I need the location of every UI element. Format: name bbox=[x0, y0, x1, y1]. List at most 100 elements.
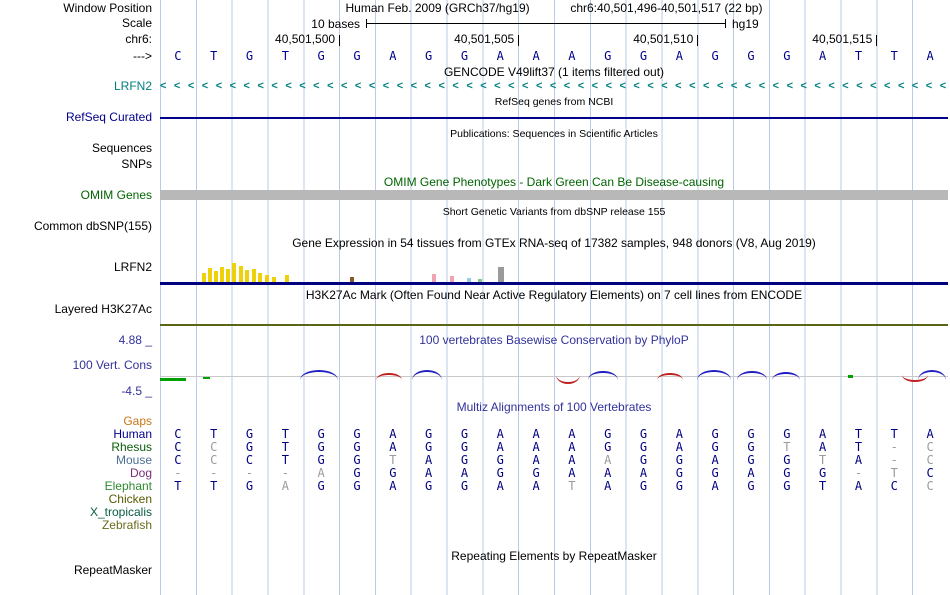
ruler-tick-label: 40,501,500 bbox=[275, 32, 336, 46]
gtex-expression-bar bbox=[226, 269, 230, 282]
gtex-expression-bar bbox=[350, 277, 354, 282]
gtex-gene-label: LRFN2 bbox=[113, 260, 152, 274]
gaps-label: Gaps bbox=[123, 414, 152, 428]
track-title-h3k27ac[interactable]: H3K27Ac Mark (Often Found Near Active Re… bbox=[305, 288, 803, 302]
sequence-base: C bbox=[174, 49, 182, 63]
phylop-mark bbox=[772, 372, 800, 380]
ruler-tick bbox=[518, 35, 520, 46]
phylop-mark bbox=[902, 375, 928, 382]
phylop-mark bbox=[697, 370, 731, 380]
gencode-gene-label: LRFN2 bbox=[113, 79, 152, 93]
sequence-base: A bbox=[568, 49, 576, 63]
sequence-base: A bbox=[532, 49, 540, 63]
sequence-base: T bbox=[890, 49, 898, 63]
sequence-base: A bbox=[496, 49, 504, 63]
phylop-mark bbox=[848, 375, 853, 378]
sequence-base: T bbox=[210, 49, 218, 63]
phylop-mark bbox=[300, 370, 338, 380]
align-species-label-chicken: Chicken bbox=[108, 492, 152, 506]
sequence-base: G bbox=[245, 49, 254, 63]
phylop-mark bbox=[737, 371, 767, 380]
phylop-mark bbox=[376, 373, 402, 380]
phylop-mark bbox=[203, 377, 210, 379]
gtex-expression-bar bbox=[258, 273, 262, 282]
ruler-tick-label: 40,501,505 bbox=[454, 32, 515, 46]
gtex-expression-bar bbox=[239, 266, 243, 282]
gencode-gene-arrows[interactable]: <<<<<<<<<<<<<<<<<<<<<<<<<<<<<<<<<<<<<<<<… bbox=[160, 80, 948, 92]
ruler-tick bbox=[697, 35, 699, 46]
cons-track-label: 100 Vert. Cons bbox=[72, 358, 152, 372]
track-title-repeatmasker[interactable]: Repeating Elements by RepeatMasker bbox=[451, 549, 657, 563]
h3k27ac-signal-line[interactable] bbox=[160, 324, 948, 326]
track-title-gtex[interactable]: Gene Expression in 54 tissues from GTEx … bbox=[292, 236, 816, 250]
align-species-label-zebrafish: Zebrafish bbox=[101, 518, 152, 532]
align-species-label-human: Human bbox=[113, 427, 152, 441]
scale-label: Scale bbox=[121, 16, 152, 30]
sequence-base: A bbox=[389, 49, 397, 63]
strand-label: ---> bbox=[133, 49, 152, 63]
ruler-tick-label: 40,501,510 bbox=[633, 32, 694, 46]
phylop-conservation-track[interactable] bbox=[160, 352, 948, 392]
sequence-base: G bbox=[639, 49, 648, 63]
cons-max-label: 4.88 _ bbox=[118, 333, 152, 347]
gtex-expression-bar bbox=[265, 275, 269, 282]
phylop-mark bbox=[556, 375, 580, 384]
omim-genes-label: OMIM Genes bbox=[80, 188, 152, 202]
track-title-gencode[interactable]: GENCODE V49lift37 (1 items filtered out) bbox=[443, 65, 665, 79]
sequence-base: G bbox=[711, 49, 719, 63]
align-species-label-rhesus: Rhesus bbox=[111, 440, 152, 454]
sequences-label: Sequences bbox=[91, 141, 152, 155]
gtex-expression-bar bbox=[285, 275, 289, 282]
gtex-expression-bar bbox=[498, 267, 504, 282]
track-title-multiz[interactable]: Multiz Alignments of 100 Vertebrates bbox=[456, 400, 652, 414]
track-title-omim[interactable]: OMIM Gene Phenotypes - Dark Green Can Be… bbox=[383, 175, 725, 189]
scale-genome-label: hg19 bbox=[732, 17, 759, 31]
position-ruler[interactable]: 40,501,500 40,501,505 40,501,510 40,501,515 bbox=[160, 33, 948, 47]
position-text: chr6:40,501,496-40,501,517 (22 bp) bbox=[570, 1, 763, 15]
gtex-expression-track[interactable] bbox=[160, 258, 948, 282]
gtex-expression-bar bbox=[467, 278, 471, 282]
phylop-mark bbox=[657, 373, 683, 380]
repeatmasker-label: RepeatMasker bbox=[73, 563, 152, 577]
gtex-expression-bar bbox=[232, 263, 236, 282]
cons-min-label: -4.5 _ bbox=[121, 384, 152, 398]
sequence-base: A bbox=[926, 49, 934, 63]
scale-track[interactable]: 10 bases hg19 bbox=[160, 17, 948, 31]
sequence-base: G bbox=[317, 49, 325, 63]
window-position-label: Window Position bbox=[63, 1, 152, 15]
sequence-base: A bbox=[819, 49, 827, 63]
sequence-base: G bbox=[425, 49, 433, 63]
gtex-expression-bar bbox=[208, 268, 212, 282]
gtex-gene-model-line[interactable] bbox=[160, 282, 948, 285]
scale-value: 10 bases bbox=[311, 17, 360, 31]
gtex-expression-bar bbox=[432, 274, 436, 282]
gtex-expression-bar bbox=[245, 270, 249, 282]
omim-gene-bar[interactable] bbox=[160, 190, 948, 200]
assembly-text: Human Feb. 2009 (GRCh37/hg19) bbox=[345, 1, 530, 15]
sequence-base: G bbox=[783, 49, 791, 63]
track-title-dbsnp[interactable]: Short Genetic Variants from dbSNP releas… bbox=[442, 206, 666, 218]
track-title-phylop[interactable]: 100 vertebrates Basewise Conservation by… bbox=[419, 333, 689, 347]
refseq-curated-gene-line[interactable] bbox=[160, 117, 948, 119]
align-species-label-mouse: Mouse bbox=[115, 453, 152, 467]
sequence-base: G bbox=[747, 49, 755, 63]
align-species-label-elephant: Elephant bbox=[104, 479, 152, 493]
gtex-expression-bar bbox=[252, 269, 256, 282]
phylop-mark bbox=[412, 370, 442, 380]
phylop-mark bbox=[588, 371, 618, 380]
ruler-tick-label: 40,501,515 bbox=[812, 32, 873, 46]
ruler-tick bbox=[876, 35, 878, 46]
sequence-base: T bbox=[854, 49, 863, 63]
refseq-curated-label: RefSeq Curated bbox=[65, 110, 152, 124]
align-species-label-x_tropicalis: X_tropicalis bbox=[89, 505, 152, 519]
chrom-label: chr6: bbox=[125, 32, 152, 46]
track-title-publications[interactable]: Publications: Sequences in Scientific Ar… bbox=[450, 128, 658, 140]
gtex-expression-bar bbox=[214, 271, 218, 282]
sequence-base: G bbox=[353, 49, 361, 63]
track-title-refseq[interactable]: RefSeq genes from NCBI bbox=[494, 96, 614, 108]
base-position-gridlines bbox=[160, 0, 948, 595]
snps-label: SNPs bbox=[121, 157, 152, 171]
gtex-expression-bar bbox=[450, 276, 454, 282]
